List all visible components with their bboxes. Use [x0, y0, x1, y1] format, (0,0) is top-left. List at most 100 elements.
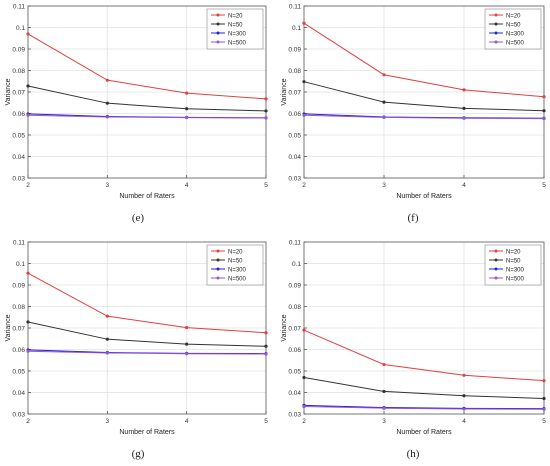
legend-entry: N=20	[506, 249, 521, 255]
series-line-n-500	[303, 114, 545, 120]
legend-marker	[494, 267, 498, 271]
data-point	[302, 404, 306, 409]
legend: N=20 N=50 N=300 N=500	[484, 244, 542, 286]
series-line-n-500	[27, 114, 267, 119]
legend-entry: N=20	[228, 13, 243, 19]
y-axis-label: Variance	[5, 78, 12, 105]
y-tick-label: 0.05	[12, 369, 25, 376]
data-point	[264, 97, 268, 101]
data-point	[185, 342, 189, 346]
data-point	[542, 109, 546, 113]
y-axis-label: Variance	[281, 314, 288, 341]
x-axis-label: Number of Raters	[119, 193, 175, 200]
legend-marker	[494, 22, 498, 26]
x-tick-label: 3	[382, 182, 386, 189]
y-tick-label: 0.06	[12, 111, 25, 118]
x-tick-label: 2	[26, 418, 30, 425]
y-tick-label: 0.09	[12, 47, 25, 54]
data-point	[302, 328, 306, 332]
series-line-n-20	[303, 329, 545, 382]
y-axis-label: Variance	[281, 78, 288, 105]
chart-1: 0.03 0.04 0.05 0.06 0.07 0.08 0.09 0.1 0.11 2 3 4 5 N…	[281, 4, 546, 201]
y-tick-label: 0.03	[12, 412, 25, 419]
x-tick-label: 3	[106, 182, 110, 189]
data-point	[185, 325, 189, 330]
legend: N=20 N=50 N=300 N=500	[484, 8, 542, 50]
data-point	[26, 84, 30, 88]
data-point	[542, 117, 546, 121]
data-point	[462, 116, 466, 120]
y-tick-label: 0.07	[288, 90, 301, 97]
y-tick-label: 0.03	[288, 412, 301, 419]
legend-marker	[216, 276, 220, 280]
y-tick-label: 0.08	[12, 304, 25, 311]
legend-marker	[216, 31, 220, 35]
legend-entry: N=500	[228, 40, 247, 46]
data-point	[542, 407, 546, 411]
y-tick-label: 0.1	[16, 261, 25, 268]
legend-entry: N=50	[506, 258, 521, 264]
y-tick-label: 0.07	[12, 90, 25, 97]
x-tick-label: 3	[106, 418, 110, 425]
x-tick-label: 2	[302, 418, 306, 425]
data-point	[382, 100, 386, 104]
y-tick-label: 0.07	[12, 326, 25, 333]
data-point	[302, 113, 306, 117]
data-point	[382, 73, 386, 77]
data-point	[264, 344, 268, 348]
y-tick-label: 0.06	[12, 347, 25, 354]
panel-label-g: (g)	[131, 448, 145, 460]
data-point	[462, 88, 466, 92]
series-line-n-500	[303, 405, 545, 410]
y-tick-label: 0.05	[12, 133, 25, 140]
legend-marker	[494, 40, 498, 44]
legend-box	[206, 244, 264, 286]
data-point	[382, 389, 386, 394]
y-tick-label: 0.1	[292, 261, 301, 268]
legend-entry: N=50	[228, 22, 243, 28]
x-tick-label: 5	[542, 182, 546, 189]
data-point	[185, 352, 189, 356]
series-line-n-50	[303, 376, 545, 400]
axes-frame	[303, 241, 545, 415]
series-line-n-50	[27, 321, 267, 347]
legend-entry: N=300	[228, 267, 247, 273]
y-tick-label: 0.09	[288, 47, 301, 54]
data-point	[185, 115, 189, 120]
panel-label-e: (e)	[131, 212, 145, 224]
panel-label-f: (f)	[407, 212, 419, 224]
y-tick-label: 0.06	[288, 111, 301, 118]
data-point	[105, 351, 109, 355]
y-tick-label: 0.11	[289, 4, 302, 11]
data-point	[105, 337, 109, 341]
legend-entry: N=50	[228, 258, 243, 264]
data-point	[462, 407, 466, 411]
x-tick-label: 2	[302, 182, 306, 189]
x-axis-label: Number of Raters	[119, 429, 175, 436]
axes-frame	[303, 5, 545, 179]
y-tick-label: 0.08	[12, 68, 25, 75]
legend-marker	[216, 249, 220, 253]
data-point	[105, 115, 109, 119]
legend-marker	[494, 31, 498, 35]
x-tick-label: 2	[26, 182, 30, 189]
chart-0: 0.03 0.04 0.05 0.06 0.07 0.08 0.09 0.1 0.11 2 3 4 5 N…	[5, 4, 268, 201]
y-tick-label: 0.03	[288, 176, 301, 183]
data-point	[302, 80, 306, 84]
series-line-n-20	[27, 33, 267, 100]
axes-frame	[27, 241, 267, 415]
x-tick-label: 4	[462, 418, 466, 425]
legend-marker	[216, 40, 220, 44]
y-tick-label: 0.09	[12, 283, 25, 290]
chart-2: 0.03 0.04 0.05 0.06 0.07 0.08 0.09 0.1 0.11 2 3 4 5 N…	[5, 240, 268, 437]
y-tick-label: 0.03	[12, 176, 25, 183]
legend-marker	[494, 13, 498, 17]
y-tick-label: 0.04	[288, 154, 301, 161]
data-point	[26, 320, 30, 324]
x-tick-label: 4	[462, 182, 466, 189]
y-tick-label: 0.09	[288, 283, 301, 290]
series-line-n-50	[303, 81, 545, 112]
data-point	[26, 349, 30, 353]
data-point	[264, 116, 268, 120]
series-line-n-500	[27, 350, 267, 355]
